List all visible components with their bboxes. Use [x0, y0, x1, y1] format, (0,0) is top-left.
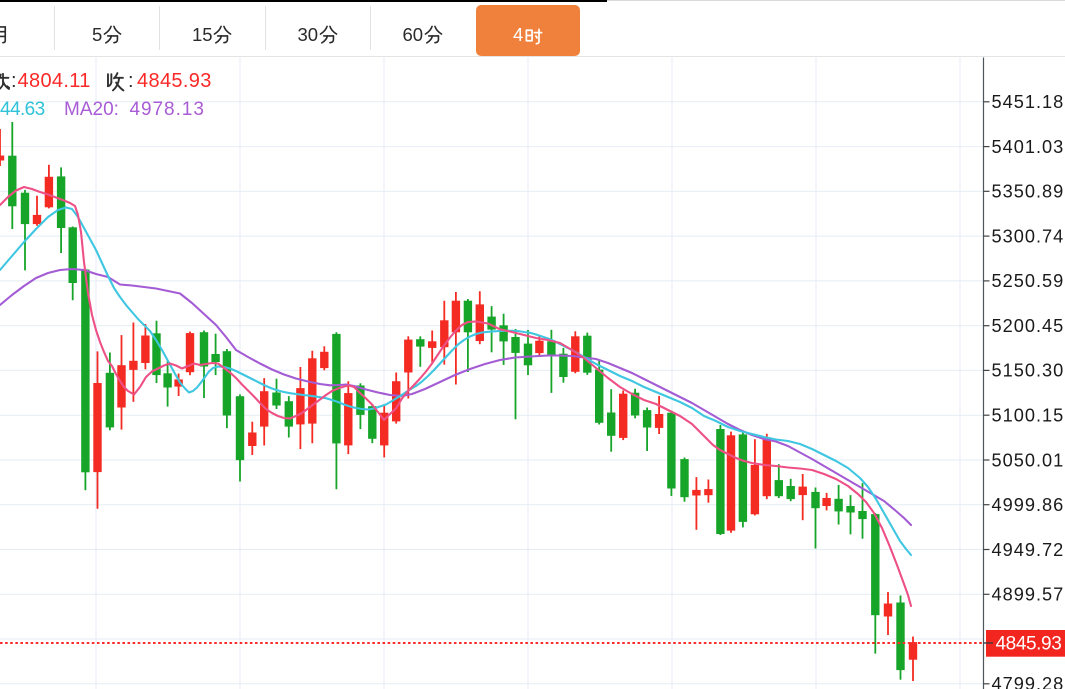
- svg-text:4845.93: 4845.93: [996, 634, 1062, 655]
- svg-text:4999.86: 4999.86: [992, 495, 1065, 515]
- svg-text:5401.03: 5401.03: [992, 137, 1065, 157]
- svg-text:5250.59: 5250.59: [992, 271, 1065, 291]
- svg-text:5200.45: 5200.45: [992, 316, 1065, 336]
- svg-text:5150.30: 5150.30: [992, 361, 1065, 381]
- svg-text:5100.15: 5100.15: [992, 406, 1065, 426]
- svg-text:5350.89: 5350.89: [992, 182, 1065, 202]
- svg-text:4949.72: 4949.72: [992, 540, 1065, 560]
- svg-text:4899.57: 4899.57: [992, 585, 1065, 605]
- svg-text:5451.18: 5451.18: [992, 92, 1065, 112]
- svg-text:5300.74: 5300.74: [992, 226, 1065, 246]
- svg-text:4799.28: 4799.28: [992, 674, 1065, 689]
- svg-text:5050.01: 5050.01: [992, 450, 1065, 470]
